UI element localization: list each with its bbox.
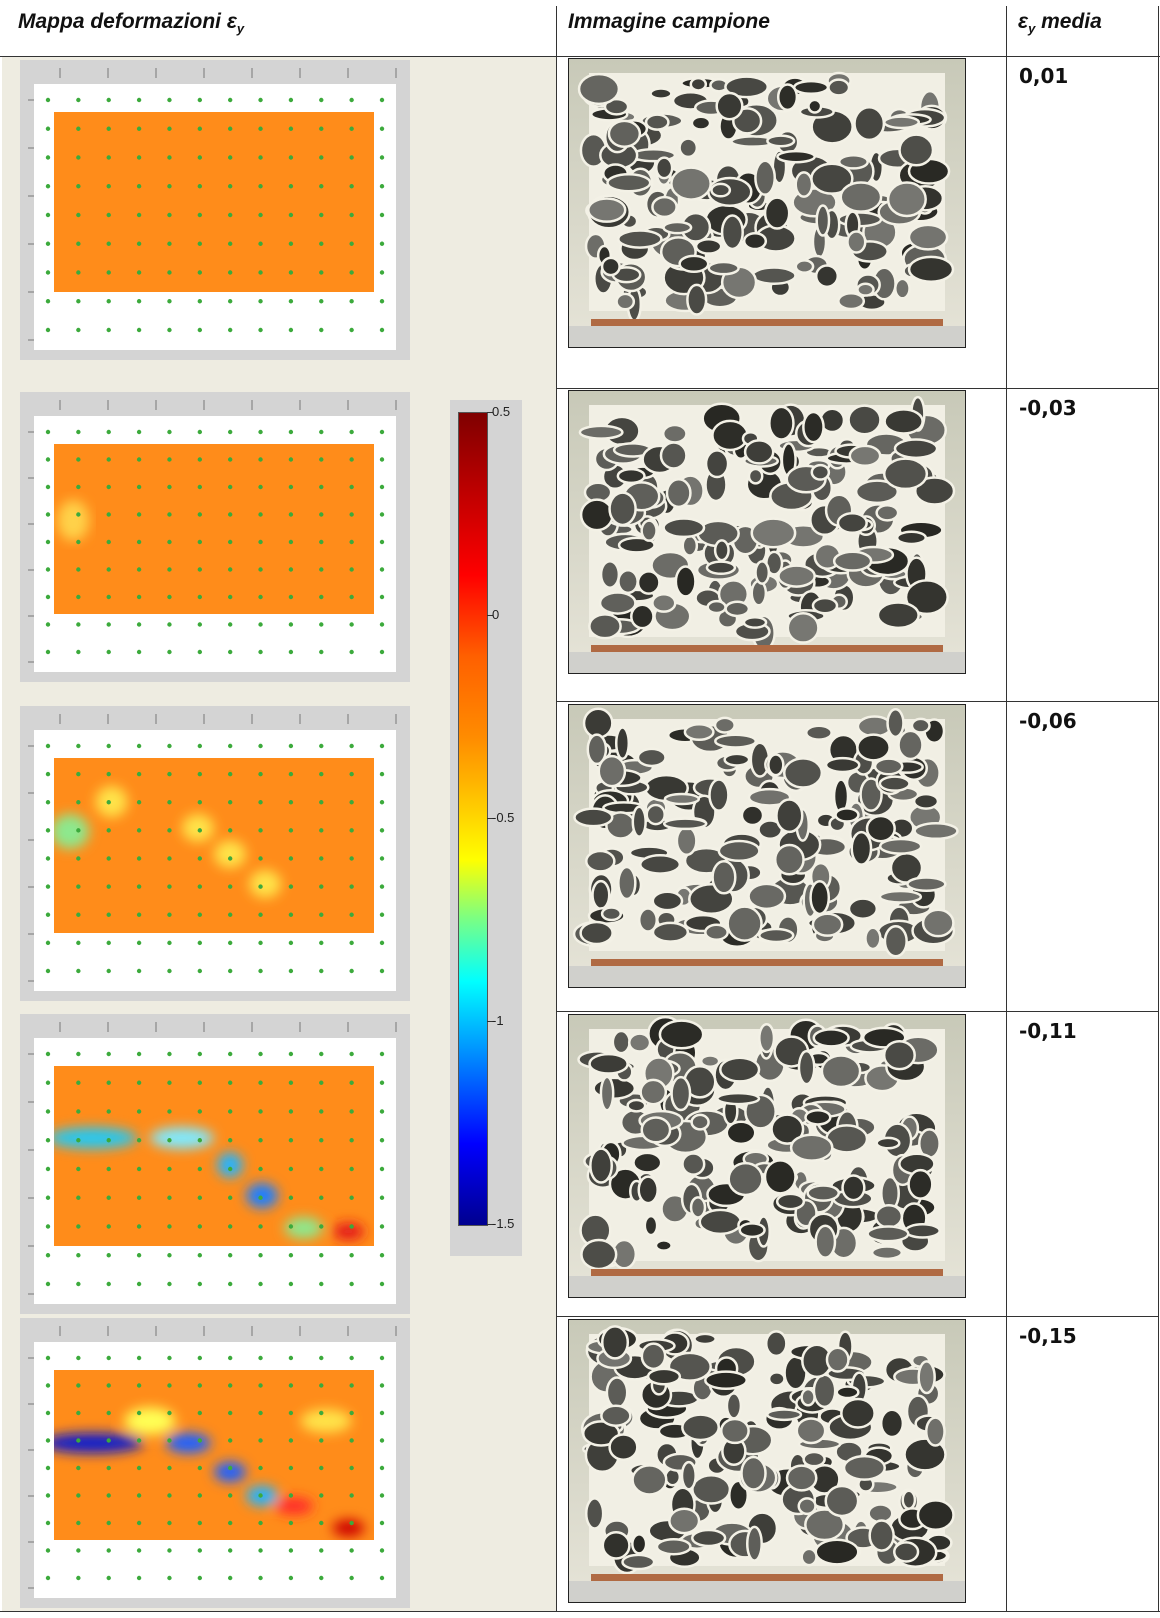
colorbar-tick-label: -0.5 <box>492 810 515 825</box>
colorbar-tick <box>487 1224 493 1225</box>
row-divider-4 <box>557 1316 1159 1317</box>
mean-strain-value: -0,03 <box>1019 396 1077 420</box>
mean-strain-value: -0,11 <box>1019 1019 1077 1043</box>
header-sample-image-label: Immagine campione <box>568 10 770 33</box>
row-divider-1 <box>557 388 1159 389</box>
column-divider-1 <box>556 6 557 1612</box>
row-divider-3 <box>557 1011 1159 1012</box>
sample-photo <box>568 58 966 348</box>
mean-strain-value: 0,01 <box>1019 64 1069 88</box>
strain-map <box>20 706 410 1001</box>
header-strain-map: Mappa deformazioni εy <box>18 10 244 36</box>
colorbar: 0.5 0 -0.5 -1 -1.5 <box>450 400 522 1256</box>
header-mean-strain-sub: y <box>1028 21 1036 37</box>
header-mean-strain-suffix: media <box>1035 10 1102 33</box>
sample-photo <box>568 1014 966 1298</box>
header-mean-strain-symbol: ε <box>1018 10 1029 33</box>
colorbar-tick-label: -1.5 <box>492 1216 515 1231</box>
colorbar-gradient <box>458 412 488 1226</box>
header-strain-map-sub: y <box>236 21 245 37</box>
mean-strain-value: -0,06 <box>1019 709 1077 733</box>
sample-photo <box>568 1319 966 1603</box>
strain-map <box>20 392 410 682</box>
mean-strain-value: -0,15 <box>1019 1324 1077 1348</box>
row-divider-2 <box>557 701 1159 702</box>
header-sample-image: Immagine campione <box>568 10 770 34</box>
header-divider <box>0 56 1160 57</box>
strain-map <box>20 60 410 360</box>
colorbar-tick <box>487 615 493 616</box>
strain-map <box>20 1014 410 1314</box>
column-divider-2 <box>1006 6 1007 1612</box>
strain-map <box>20 1318 410 1608</box>
column-divider-3 <box>1158 6 1159 1612</box>
header-mean-strain: εy media <box>1018 10 1102 36</box>
table-bottom-border <box>0 1611 1160 1612</box>
header-strain-map-label: Mappa deformazioni ε <box>18 10 237 33</box>
colorbar-tick <box>487 818 493 819</box>
colorbar-tick-label: -1 <box>492 1013 504 1028</box>
colorbar-tick-label: 0.5 <box>492 404 511 419</box>
sample-photo <box>568 704 966 988</box>
colorbar-tick <box>487 1021 493 1022</box>
colorbar-tick <box>487 412 493 413</box>
sample-photo <box>568 390 966 674</box>
colorbar-tick-label: 0 <box>492 607 500 622</box>
